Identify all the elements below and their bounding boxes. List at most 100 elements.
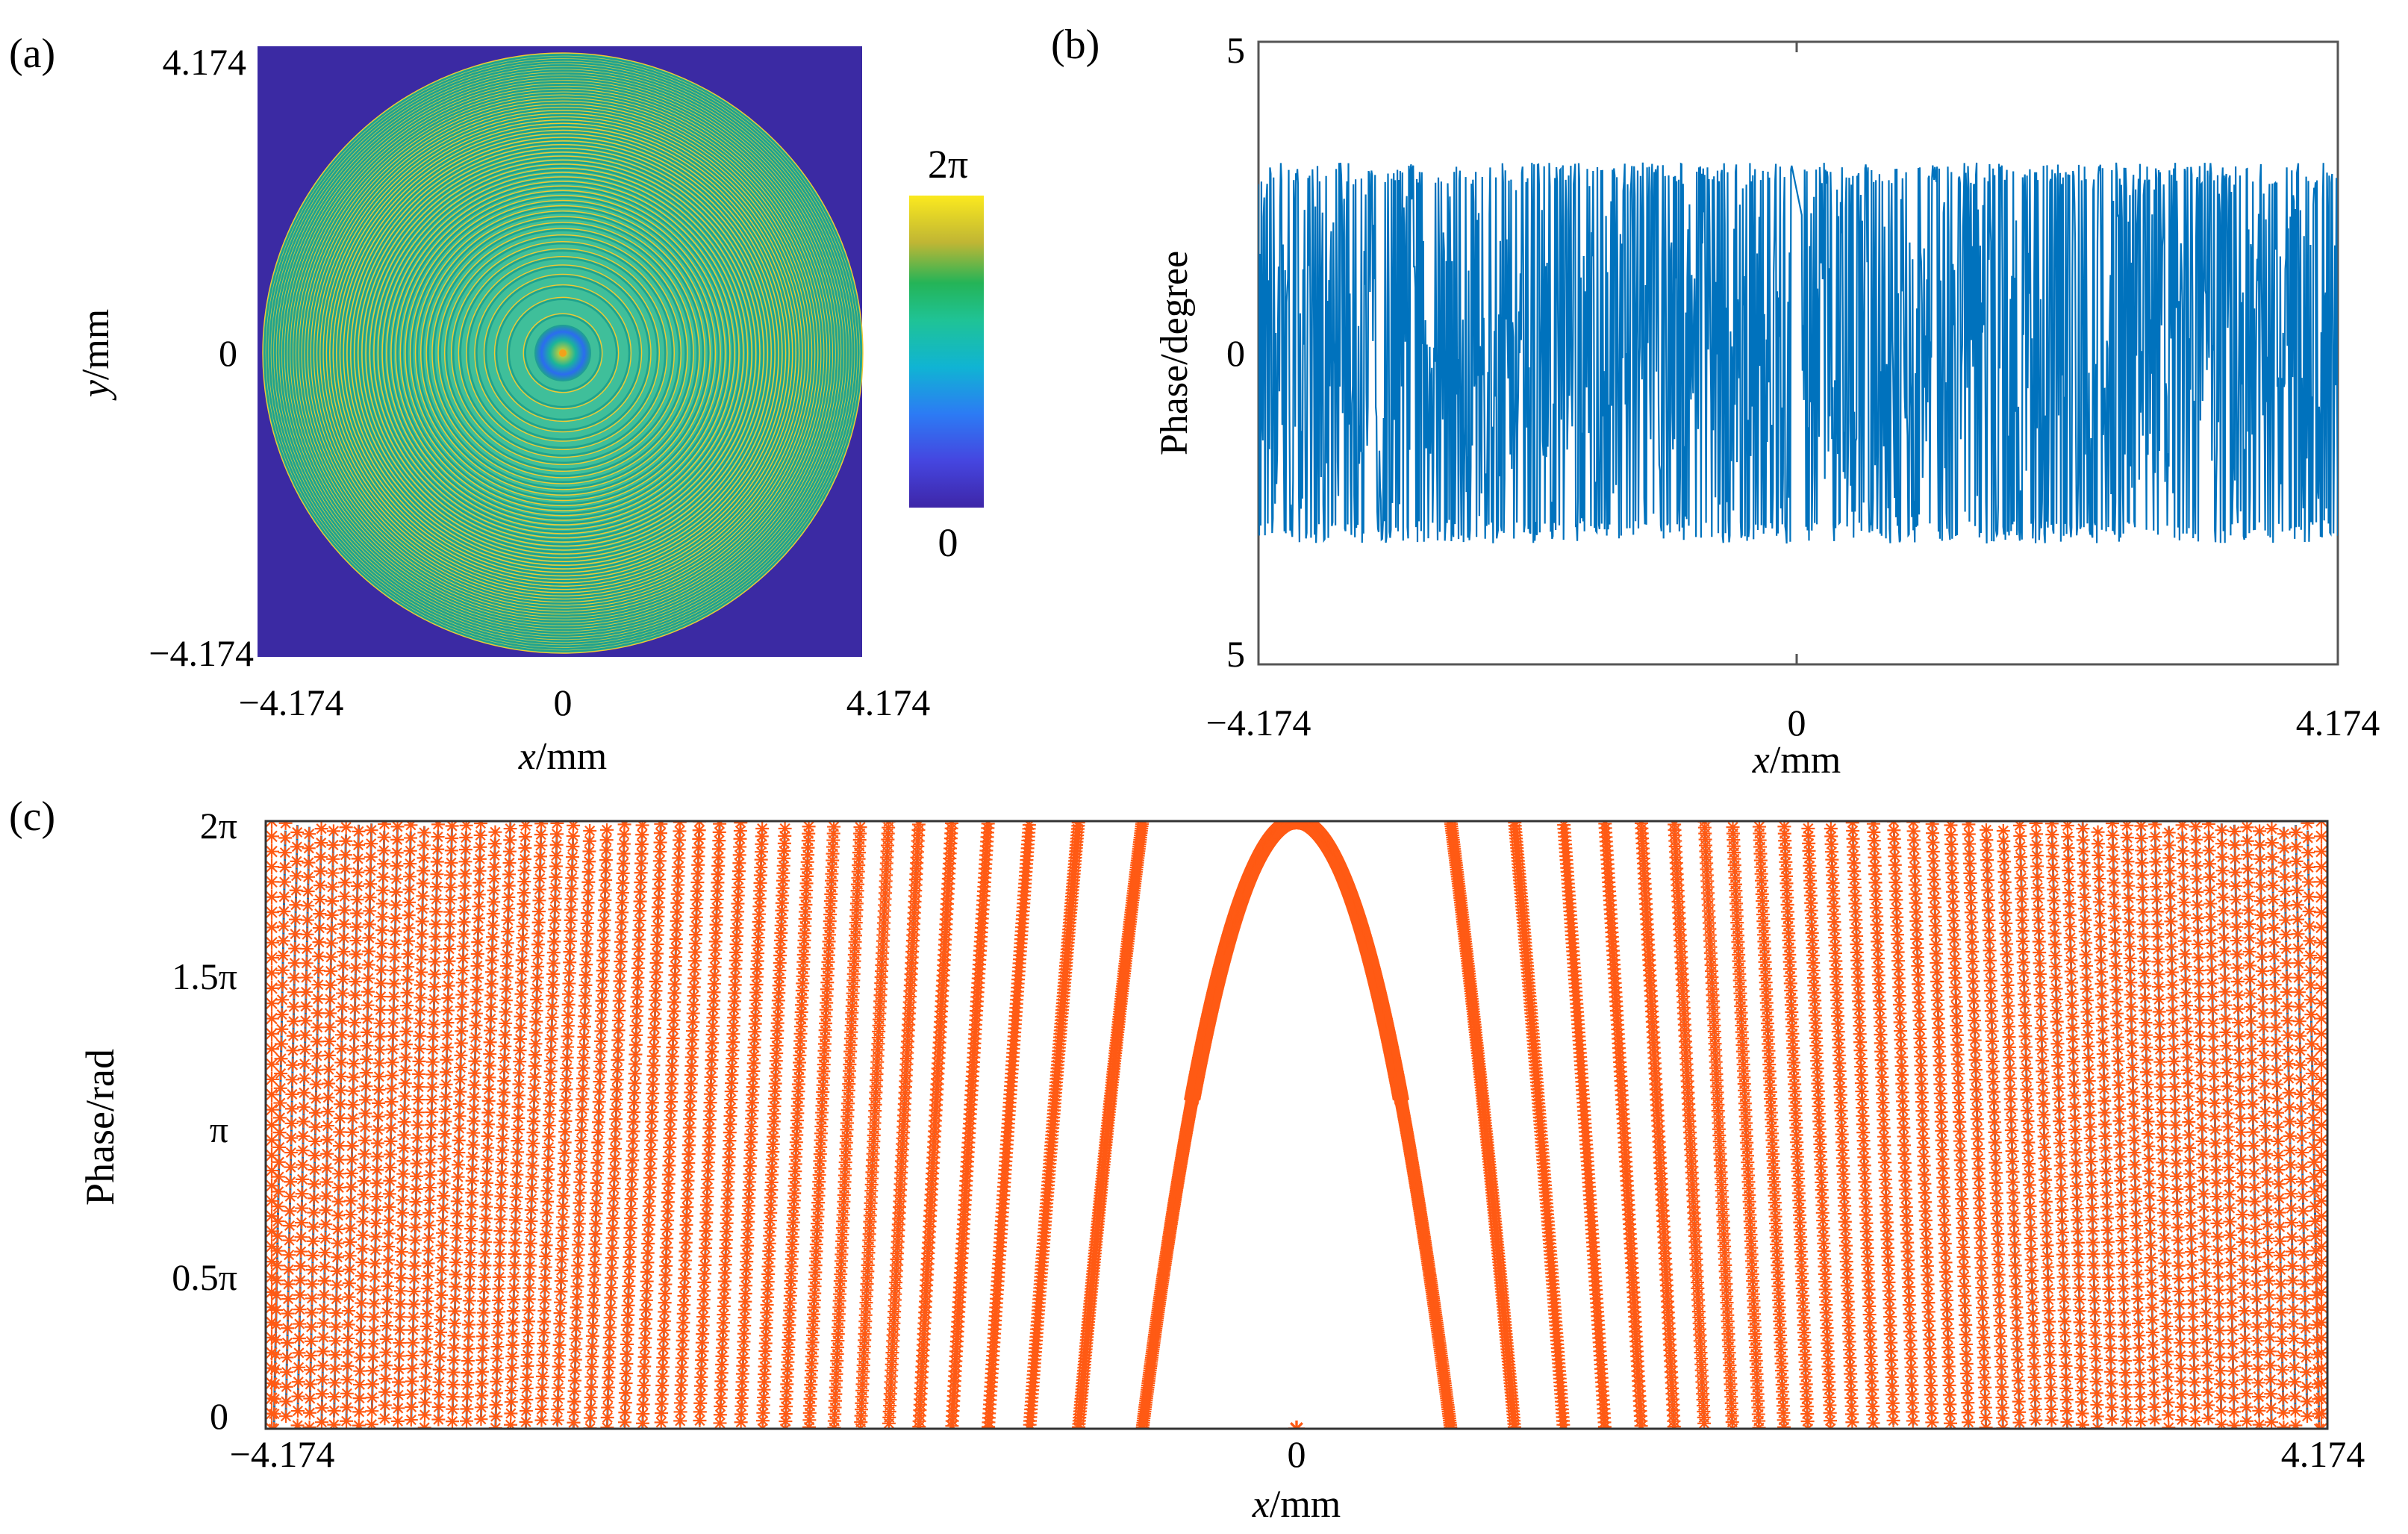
- panel-c-sample-marker: [471, 923, 485, 938]
- panel-c-sample-marker: [336, 973, 350, 987]
- panel-c-sample-marker: [586, 1319, 600, 1333]
- panel-c-sample-marker: [554, 1285, 568, 1299]
- panel-c-sample-marker: [393, 1297, 408, 1311]
- panel-c-sample-marker: [537, 1315, 551, 1329]
- panel-c-sample-marker: [821, 955, 835, 969]
- panel-c-sample-marker: [587, 1288, 601, 1302]
- panel-c-sample-marker: [340, 1373, 355, 1387]
- panel-c-sample-marker: [583, 823, 597, 838]
- panel-c-sample-marker: [376, 870, 390, 884]
- panel-c-sample-marker: [397, 1128, 411, 1142]
- panel-c-sample-marker: [620, 1318, 634, 1332]
- panel-c-sample-marker: [335, 1014, 349, 1028]
- panel-c-sample-marker: [327, 1403, 341, 1418]
- panel-c-sample-marker: [429, 892, 443, 906]
- panel-c-sample-marker: [638, 1341, 652, 1355]
- panel-c-sample-marker: [781, 1362, 795, 1376]
- panel-c-sample-marker: [823, 900, 838, 914]
- panel-c-sample-marker: [422, 1231, 436, 1245]
- panel-c-sample-marker: [331, 1209, 346, 1223]
- panel-c-sample-marker: [690, 876, 705, 890]
- panel-c-sample-marker: [496, 1120, 510, 1134]
- panel-c-sample-marker: [773, 941, 787, 955]
- panel-c-sample-marker: [271, 1214, 285, 1228]
- panel-c-sample-marker: [712, 834, 726, 848]
- panel-c-sample-marker: [352, 1377, 366, 1391]
- panel-c-sample-marker: [563, 945, 577, 959]
- panel-c-sample-marker: [398, 1076, 412, 1091]
- panel-c-sample-marker: [770, 1047, 784, 1061]
- panel-c-sample-marker: [802, 1406, 817, 1420]
- panel-c-sample-marker: [472, 852, 487, 866]
- panel-c-sample-marker: [520, 1359, 534, 1374]
- panel-a-ring-edge: [339, 129, 787, 577]
- panel-c-sample-marker: [482, 1070, 496, 1085]
- panel-c-sample-marker: [706, 1011, 720, 1025]
- panel-c-sample-marker: [352, 1418, 366, 1429]
- panel-c-sample-marker: [676, 1324, 690, 1338]
- panel-c-sample-marker: [616, 866, 630, 880]
- panel-c-sample-marker: [675, 1351, 689, 1365]
- panel-c-sample-marker: [810, 1223, 824, 1238]
- panel-c-sample-marker: [472, 864, 487, 878]
- panel-c-sample-marker: [545, 1021, 559, 1035]
- panel-c-sample-marker: [316, 1330, 331, 1344]
- panel-c-sample-marker: [499, 1016, 513, 1030]
- panel-c-sample-marker: [469, 1006, 483, 1020]
- panel-c-sample-marker: [694, 1362, 708, 1376]
- panel-c-sample-marker: [686, 1015, 700, 1029]
- panel-c-sample-marker: [672, 851, 686, 865]
- panel-a-ring: [396, 187, 729, 520]
- panel-c-sample-marker: [603, 1311, 617, 1325]
- panel-c-sample-marker: [390, 846, 404, 860]
- panel-c-sample-marker: [945, 1419, 959, 1429]
- panel-a-ring: [508, 298, 618, 408]
- panel-a-ring: [484, 275, 641, 431]
- panel-c-sample-marker: [293, 1303, 307, 1317]
- panel-c-sample-marker: [529, 1003, 543, 1017]
- panel-c-sample-marker: [520, 1371, 534, 1385]
- panel-c-sample-marker: [676, 1342, 690, 1356]
- panel-c-sample-marker: [771, 994, 785, 1008]
- panel-c-sample-marker: [576, 1061, 590, 1075]
- panel-c-sample-marker: [375, 950, 389, 964]
- panel-c-sample-marker: [400, 973, 414, 987]
- panel-c-sample-marker: [269, 1332, 283, 1347]
- panel-c-sample-marker: [425, 1093, 439, 1107]
- panel-c-sample-marker: [508, 1247, 522, 1261]
- panel-c-sample-marker: [767, 1122, 781, 1136]
- panel-c-sample-marker: [793, 1048, 807, 1062]
- panel-c-sample-marker: [719, 1232, 733, 1247]
- panel-c-sample-marker: [587, 1278, 601, 1292]
- panel-c-sample-marker: [708, 935, 723, 949]
- panel-c-sample-marker: [758, 1359, 772, 1374]
- panel-c-sample-marker: [365, 1391, 379, 1405]
- panel-c-sample-marker: [570, 1279, 584, 1294]
- panel-c-sample-marker: [727, 1011, 741, 1025]
- panel-c-sample-marker: [546, 956, 561, 970]
- panel-c-sample-marker: [555, 1231, 570, 1245]
- panel-c-sample-marker: [611, 1053, 625, 1067]
- panel-c-sample-marker: [506, 1304, 520, 1318]
- panel-c-sample-marker: [701, 1173, 715, 1187]
- panel-c-sample-marker: [527, 1092, 541, 1106]
- panel-c-sample-marker: [770, 1031, 784, 1045]
- panel-c-sample-marker: [515, 942, 529, 956]
- panel-c-sample-marker: [565, 871, 579, 885]
- panel-a-ring-edge: [289, 79, 837, 627]
- panel-c-sample-marker: [719, 1250, 733, 1264]
- panel-c-sample-marker: [319, 1161, 334, 1175]
- panel-c-sample-marker: [750, 962, 764, 976]
- panel-c-sample-marker: [289, 883, 303, 897]
- panel-c-sample-marker: [746, 1072, 760, 1086]
- panel-c-sample-marker: [525, 1147, 540, 1162]
- panel-c-sample-marker: [982, 1420, 996, 1429]
- panel-c-sample-marker: [782, 1340, 796, 1354]
- panel-c-sample-marker: [307, 1206, 321, 1220]
- panel-c-sample-marker: [342, 1304, 356, 1318]
- panel-c-sample-marker: [645, 1096, 659, 1110]
- panel-c-sample-marker: [556, 1210, 570, 1224]
- panel-c-sample-marker: [526, 1136, 540, 1150]
- panel-c-sample-marker: [720, 1191, 734, 1206]
- panel-c-sample-marker: [437, 1139, 452, 1153]
